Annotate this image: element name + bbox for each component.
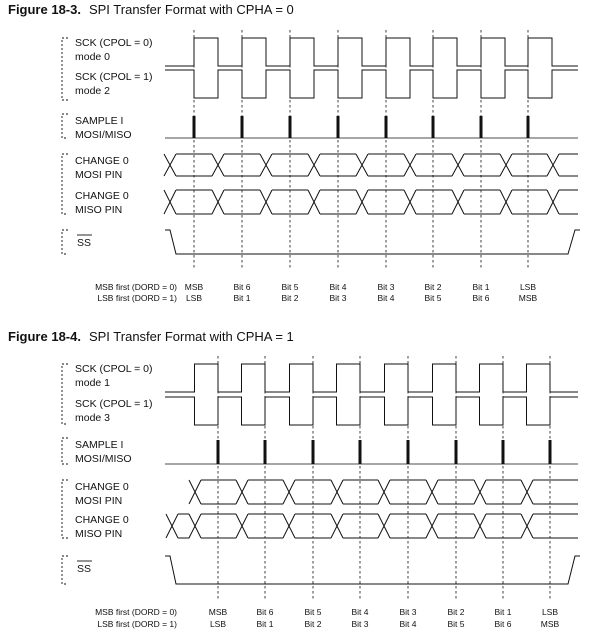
sck-cpol1-label: SCK (CPOL = 1) [75, 398, 153, 410]
change-miso-label: MISO PIN [75, 528, 122, 540]
change-mosi-label: MOSI PIN [75, 495, 122, 507]
bit-label-msb-order: LSB [520, 282, 536, 292]
miso-waveform [165, 513, 578, 539]
bit-label-lsb-order: Bit 1 [233, 293, 250, 303]
ss-label: SS [77, 563, 91, 575]
bit-label-msb-order: Bit 5 [304, 607, 321, 617]
sck-bracket [61, 363, 68, 425]
change-mosi-label: CHANGE 0 [75, 155, 129, 167]
ss-waveform [165, 229, 580, 255]
figure-18-3: Figure 18-3. SPI Transfer Format with CPH… [8, 2, 580, 303]
sck-mode-label: mode 2 [75, 85, 110, 97]
bit-label-msb-order: Bit 6 [256, 607, 273, 617]
bit-label-lsb-order: MSB [519, 293, 538, 303]
figure-number: Figure 18-3. [8, 2, 81, 17]
sck-mode-label: mode 1 [75, 377, 110, 389]
sck-cpol1-waveform [165, 69, 578, 99]
change-miso-label: MISO PIN [75, 204, 122, 216]
figure-title: Figure 18-4. SPI Transfer Format with CPH… [8, 329, 294, 344]
bit-label-msb-order: MSB [209, 607, 228, 617]
figure-18-4: Figure 18-4. SPI Transfer Format with CPH… [8, 329, 580, 629]
bit-label-msb-order: Bit 1 [472, 282, 489, 292]
bit-label-lsb-order: Bit 3 [329, 293, 346, 303]
bit-label-lsb-order: Bit 4 [399, 619, 416, 629]
bit-label-lsb-order: Bit 4 [377, 293, 394, 303]
change-miso-label: CHANGE 0 [75, 190, 129, 202]
bit-label-lsb-order: Bit 5 [447, 619, 464, 629]
sample-label: MOSI/MISO [75, 453, 132, 465]
figure-title: Figure 18-3. SPI Transfer Format with CPH… [8, 2, 294, 17]
sck-cpol1-label: SCK (CPOL = 1) [75, 71, 153, 83]
sample-label: SAMPLE I [75, 439, 123, 451]
change-mosi-label: CHANGE 0 [75, 481, 129, 493]
msb-first-label: MSB first (DORD = 0) [95, 282, 177, 292]
bit-label-lsb-order: Bit 6 [472, 293, 489, 303]
sck-cpol1-waveform [165, 396, 578, 426]
bit-label-msb-order: Bit 3 [399, 607, 416, 617]
msb-first-label: MSB first (DORD = 0) [95, 607, 177, 617]
bit-label-msb-order: Bit 4 [329, 282, 346, 292]
ss-label: SS [77, 237, 91, 249]
bit-label-lsb-order: LSB [210, 619, 226, 629]
bit-label-lsb-order: Bit 5 [424, 293, 441, 303]
miso-waveform [163, 189, 578, 215]
figure-number: Figure 18-4. [8, 329, 81, 344]
sample-bracket [61, 437, 68, 465]
bit-label-msb-order: Bit 1 [494, 607, 511, 617]
bit-label-msb-order: MSB [185, 282, 204, 292]
bit-label-msb-order: Bit 5 [281, 282, 298, 292]
sck-cpol0-waveform [165, 363, 578, 393]
bit-label-msb-order: Bit 4 [351, 607, 368, 617]
bit-label-msb-order: Bit 2 [447, 607, 464, 617]
change-mosi-label: MOSI PIN [75, 169, 122, 181]
ss-bracket [61, 555, 68, 585]
mosi-waveform [163, 153, 578, 177]
bit-label-lsb-order: MSB [541, 619, 560, 629]
sck-cpol0-label: SCK (CPOL = 0) [75, 37, 153, 49]
ss-waveform [165, 555, 580, 585]
bit-label-msb-order: Bit 2 [424, 282, 441, 292]
figure-caption: SPI Transfer Format with CPHA = 0 [89, 2, 294, 17]
bit-label-lsb-order: Bit 6 [494, 619, 511, 629]
bit-label-lsb-order: Bit 2 [281, 293, 298, 303]
sample-bracket [61, 113, 68, 139]
sample-label: MOSI/MISO [75, 129, 132, 141]
sck-bracket [61, 37, 68, 101]
bit-label-msb-order: Bit 6 [233, 282, 250, 292]
bit-label-lsb-order: Bit 2 [304, 619, 321, 629]
ss-bracket [61, 229, 68, 255]
bit-label-msb-order: Bit 3 [377, 282, 394, 292]
sck-mode-label: mode 0 [75, 51, 110, 63]
change-miso-label: CHANGE 0 [75, 514, 129, 526]
sck-cpol0-label: SCK (CPOL = 0) [75, 363, 153, 375]
sck-mode-label: mode 3 [75, 412, 110, 424]
bit-label-lsb-order: Bit 3 [351, 619, 368, 629]
sck-cpol0-waveform [165, 37, 578, 67]
lsb-first-label: LSB first (DORD = 1) [97, 293, 177, 303]
lsb-first-label: LSB first (DORD = 1) [97, 619, 177, 629]
change-bracket [61, 153, 68, 215]
mosi-waveform [188, 479, 578, 505]
change-bracket [61, 479, 68, 539]
bit-label-msb-order: LSB [542, 607, 558, 617]
bit-label-lsb-order: LSB [186, 293, 202, 303]
sample-label: SAMPLE I [75, 115, 123, 127]
bit-label-lsb-order: Bit 1 [256, 619, 273, 629]
figure-caption: SPI Transfer Format with CPHA = 1 [89, 329, 294, 344]
